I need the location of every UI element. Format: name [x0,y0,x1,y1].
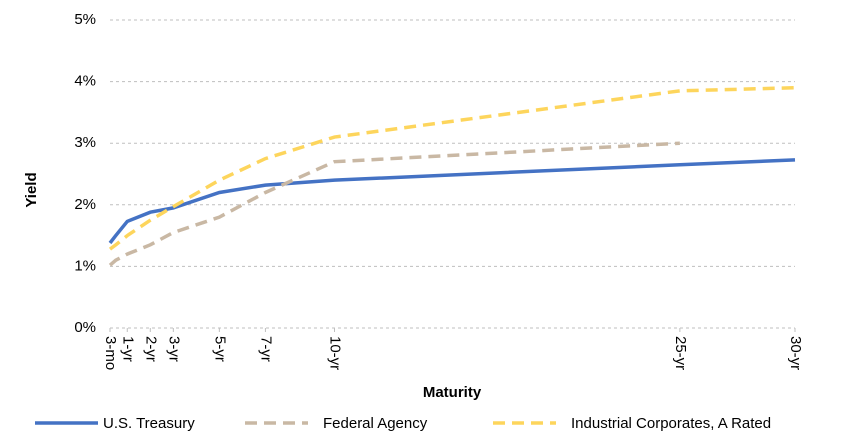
x-tick-label: 2-yr [142,336,159,362]
y-tick-label: 1% [74,257,96,274]
line-1 [108,141,680,267]
y-tick-label: 0% [74,319,96,336]
y-tick-label: 3% [74,134,96,151]
y-axis-label: Yield [23,172,40,207]
x-tick-label: 30-yr [787,336,804,370]
x-tick-label: 3-mo [102,336,119,370]
x-tick-label: 7-yr [257,336,274,362]
line-0 [108,158,796,245]
y-tick-label: 2% [74,196,96,213]
legend-label: Federal Agency [323,415,428,432]
legend-label: Industrial Corporates, A Rated [571,415,771,432]
x-tick-label: 1-yr [119,336,136,362]
x-tick-label: 3-yr [165,336,182,362]
legend-label: U.S. Treasury [103,415,195,432]
x-tick-label: 10-yr [327,336,344,370]
x-tick-label: 5-yr [211,336,228,362]
x-axis-label: Maturity [423,384,482,401]
x-tick-label: 25-yr [672,336,689,370]
y-tick-label: 4% [74,73,96,90]
line-2 [108,86,796,251]
y-tick-label: 5% [74,11,96,28]
